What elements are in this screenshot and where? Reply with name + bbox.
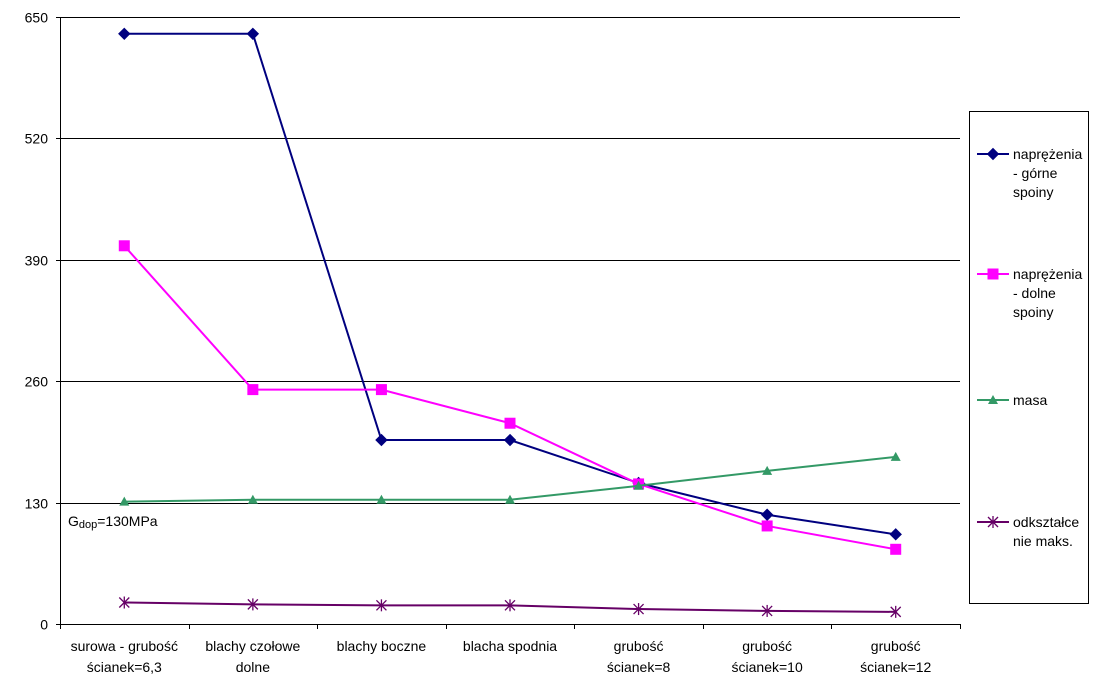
legend-label-line: odkształce bbox=[1013, 514, 1079, 530]
y-tick-label: 0 bbox=[40, 617, 48, 633]
legend: naprężenia - górne spoiny naprężenia - dolne… bbox=[969, 111, 1089, 604]
data-point-star bbox=[890, 605, 902, 618]
data-point-star bbox=[987, 516, 999, 528]
y-tick-label: 520 bbox=[25, 131, 49, 147]
annotation-subscript: dop bbox=[79, 519, 97, 531]
data-point-star bbox=[761, 604, 773, 617]
legend-entry: naprężenia - górne spoiny bbox=[977, 146, 1082, 200]
axes bbox=[56, 17, 961, 629]
data-point-star bbox=[504, 599, 516, 612]
legend-label-line: nie maks. bbox=[1013, 533, 1073, 549]
data-point-triangle bbox=[247, 494, 258, 504]
legend-entry: masa bbox=[977, 392, 1047, 408]
series-4 bbox=[118, 596, 902, 618]
y-tick-label: 260 bbox=[25, 374, 49, 390]
series-line bbox=[124, 32, 896, 536]
data-point-square bbox=[890, 543, 902, 555]
legend-label-line: - dolne bbox=[1013, 285, 1056, 301]
data-point-square bbox=[118, 240, 130, 252]
x-tick-label-line: ścianek=6,3 bbox=[87, 659, 162, 675]
x-tick-label-line: ścianek=10 bbox=[732, 659, 803, 675]
data-point-triangle bbox=[633, 480, 644, 490]
gridlines bbox=[60, 17, 960, 504]
x-tick-label: surowa - grubość ścianek=6,3 bbox=[71, 638, 178, 675]
data-point-square bbox=[247, 384, 259, 396]
legend-entry: odkształce nie maks. bbox=[977, 514, 1079, 549]
legend-label-line: spoiny bbox=[1013, 184, 1053, 200]
data-point-diamond bbox=[760, 508, 774, 521]
legend-label: naprężenia - dolne spoiny bbox=[1013, 266, 1082, 320]
legend-label: masa bbox=[1013, 392, 1047, 408]
x-tick-label: grubość ścianek=8 bbox=[607, 638, 671, 675]
data-series bbox=[118, 27, 902, 618]
annotation-prefix: G bbox=[68, 513, 79, 529]
x-tick-label-line: grubość bbox=[742, 638, 792, 654]
x-tick-label-line: dolne bbox=[236, 659, 270, 675]
data-point-triangle bbox=[988, 395, 998, 404]
legend-label: odkształce nie maks. bbox=[1013, 514, 1079, 549]
series-3 bbox=[119, 451, 901, 506]
x-tick-label-line: grubość bbox=[614, 638, 664, 654]
data-point-triangle bbox=[890, 451, 901, 461]
legend-label-line: naprężenia bbox=[1013, 146, 1082, 162]
data-point-diamond bbox=[375, 433, 388, 447]
x-tick-label: grubość ścianek=12 bbox=[860, 638, 931, 675]
data-point-square bbox=[375, 384, 387, 396]
x-tick-label-line: blacha spodnia bbox=[463, 638, 557, 654]
data-point-diamond bbox=[246, 27, 260, 41]
x-tick-label: blacha spodnia bbox=[463, 638, 557, 654]
data-point-square bbox=[987, 268, 999, 280]
x-tick-labels: surowa - grubość ścianek=6,3 blachy czołow… bbox=[71, 638, 932, 675]
series-2 bbox=[118, 240, 902, 555]
data-point-star bbox=[375, 599, 387, 612]
y-tick-label: 390 bbox=[25, 253, 49, 269]
legend-entry: naprężenia - dolne spoiny bbox=[977, 266, 1082, 320]
y-tick-label: 130 bbox=[25, 496, 49, 512]
legend-label-line: masa bbox=[1013, 392, 1047, 408]
data-point-diamond bbox=[503, 433, 517, 447]
data-point-diamond bbox=[986, 147, 1000, 161]
data-point-star bbox=[633, 603, 645, 616]
x-tick-label-line: ścianek=12 bbox=[860, 659, 931, 675]
legend-label-line: - górne bbox=[1013, 165, 1058, 181]
x-tick-label: blachy boczne bbox=[337, 638, 427, 654]
x-tick-label-line: surowa - grubość bbox=[71, 638, 178, 654]
data-point-triangle bbox=[762, 465, 773, 475]
x-tick-label-line: grubość bbox=[871, 638, 921, 654]
data-point-triangle bbox=[119, 496, 130, 506]
data-point-triangle bbox=[376, 494, 387, 504]
data-point-diamond bbox=[118, 27, 131, 41]
data-point-diamond bbox=[889, 528, 902, 541]
data-point-square bbox=[761, 520, 773, 532]
legend-label: naprężenia - górne spoiny bbox=[1013, 146, 1082, 200]
x-tick-label: blachy czołowe dolne bbox=[205, 638, 300, 675]
legend-label-line: spoiny bbox=[1013, 304, 1053, 320]
y-tick-label: 650 bbox=[25, 10, 49, 26]
annotation-suffix: =130MPa bbox=[97, 513, 158, 529]
data-point-triangle bbox=[505, 494, 515, 504]
legend-label-line: naprężenia bbox=[1013, 266, 1082, 282]
series-1 bbox=[118, 27, 902, 541]
y-tick-labels: 0 130 260 390 520 650 bbox=[25, 10, 49, 633]
data-point-star bbox=[247, 598, 259, 611]
x-tick-label: grubość ścianek=10 bbox=[732, 638, 803, 675]
x-tick-label-line: blachy czołowe bbox=[205, 638, 300, 654]
x-tick-label-line: blachy boczne bbox=[337, 638, 427, 654]
allowable-stress-annotation: Gdop=130MPa bbox=[68, 513, 158, 531]
x-tick-label-line: ścianek=8 bbox=[607, 659, 671, 675]
data-point-square bbox=[504, 417, 516, 429]
data-point-star bbox=[118, 596, 130, 609]
